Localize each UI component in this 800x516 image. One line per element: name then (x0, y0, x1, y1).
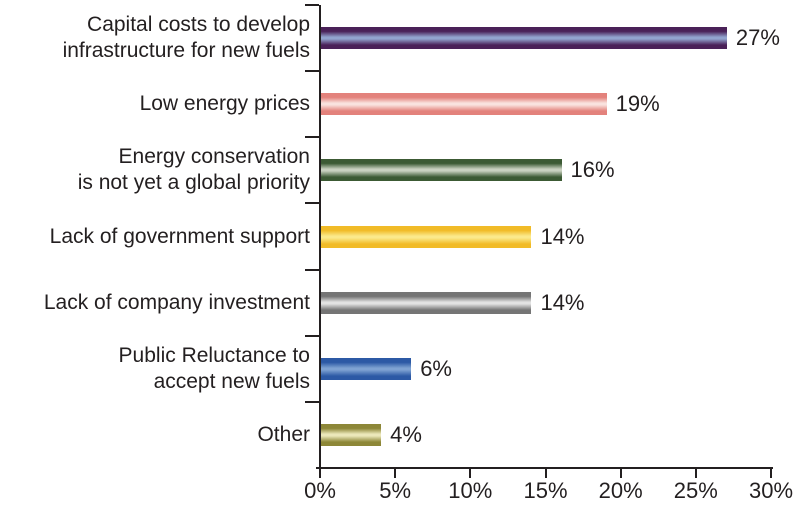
bar-value-label: 14% (540, 223, 585, 249)
x-axis-tick-label: 25% (673, 478, 718, 503)
bar-blue (321, 357, 412, 380)
bar-value-label: 27% (735, 25, 780, 51)
x-axis-tick-label: 0% (304, 478, 336, 503)
category-label: Low energy prices (139, 92, 310, 116)
bar-yellow (321, 225, 532, 248)
x-axis-tick (770, 469, 772, 478)
category-label: Other (257, 422, 310, 446)
bar-olive (321, 423, 382, 446)
x-axis-tick (544, 469, 547, 478)
bar-value-label: 19% (615, 91, 660, 117)
x-axis-tick-label: 15% (523, 478, 568, 503)
y-axis-tick (305, 136, 319, 139)
category-label: Energy conservation is not yet a global … (77, 145, 310, 195)
y-axis-tick (305, 334, 319, 337)
bar-value-label: 4% (390, 421, 422, 447)
y-axis-tick (305, 400, 319, 403)
y-axis-tick (305, 202, 319, 205)
x-axis-tick (394, 469, 397, 478)
bar-purple (321, 27, 727, 50)
bar-value-label: 16% (570, 157, 615, 183)
bar-value-label: 6% (420, 355, 452, 381)
x-axis-tick (619, 469, 622, 478)
category-label: Capital costs to develop infrastructure … (62, 13, 310, 63)
x-axis-tick (319, 469, 321, 478)
category-label: Lack of government support (49, 224, 310, 248)
bar-salmon (321, 93, 607, 116)
y-axis (319, 5, 321, 468)
y-axis-tick (305, 70, 319, 73)
bar-gray (321, 291, 532, 314)
bar-value-label: 14% (540, 289, 585, 315)
y-axis-tick (305, 4, 319, 6)
x-axis-tick-label: 20% (598, 478, 643, 503)
bar-green (321, 159, 562, 182)
x-axis (316, 467, 773, 469)
x-axis-tick-label: 30% (748, 478, 794, 503)
category-label: Lack of company investment (43, 290, 310, 314)
x-axis-tick (469, 469, 472, 478)
x-axis-tick-label: 10% (448, 478, 493, 503)
y-axis-tick (305, 268, 319, 271)
category-label: Public Reluctance to accept new fuels (118, 343, 310, 393)
x-axis-tick (694, 469, 697, 478)
x-axis-tick-label: 5% (379, 478, 412, 503)
